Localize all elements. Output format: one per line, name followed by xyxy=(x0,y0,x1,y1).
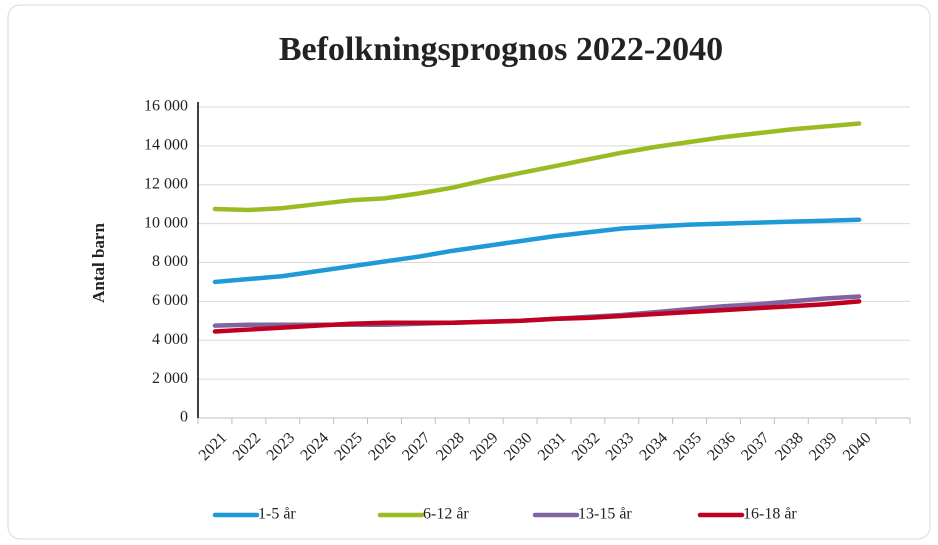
y-tick-label: 2 000 xyxy=(152,370,188,387)
series-line xyxy=(212,217,862,285)
legend-label: 1-5 år xyxy=(258,506,296,523)
chart-frame xyxy=(7,4,931,540)
legend-label: 13-15 år xyxy=(578,506,632,523)
y-tick-label: 8 000 xyxy=(152,253,188,270)
legend-label: 16-18 år xyxy=(743,506,797,523)
y-tick-label: 10 000 xyxy=(144,214,188,231)
y-tick-label: 16 000 xyxy=(144,98,188,115)
legend-label: 6-12 år xyxy=(423,506,469,523)
y-tick-label: 6 000 xyxy=(152,292,188,309)
y-tick-label: 14 000 xyxy=(144,137,188,154)
series-line xyxy=(212,121,862,213)
y-axis-label: Antal barn xyxy=(89,223,108,303)
chart-title: Befolkningsprognos 2022-2040 xyxy=(279,31,723,68)
y-tick-label: 4 000 xyxy=(152,331,188,348)
y-tick-label: 12 000 xyxy=(144,175,188,192)
y-tick-label: 0 xyxy=(180,409,188,426)
series-line xyxy=(212,299,862,334)
